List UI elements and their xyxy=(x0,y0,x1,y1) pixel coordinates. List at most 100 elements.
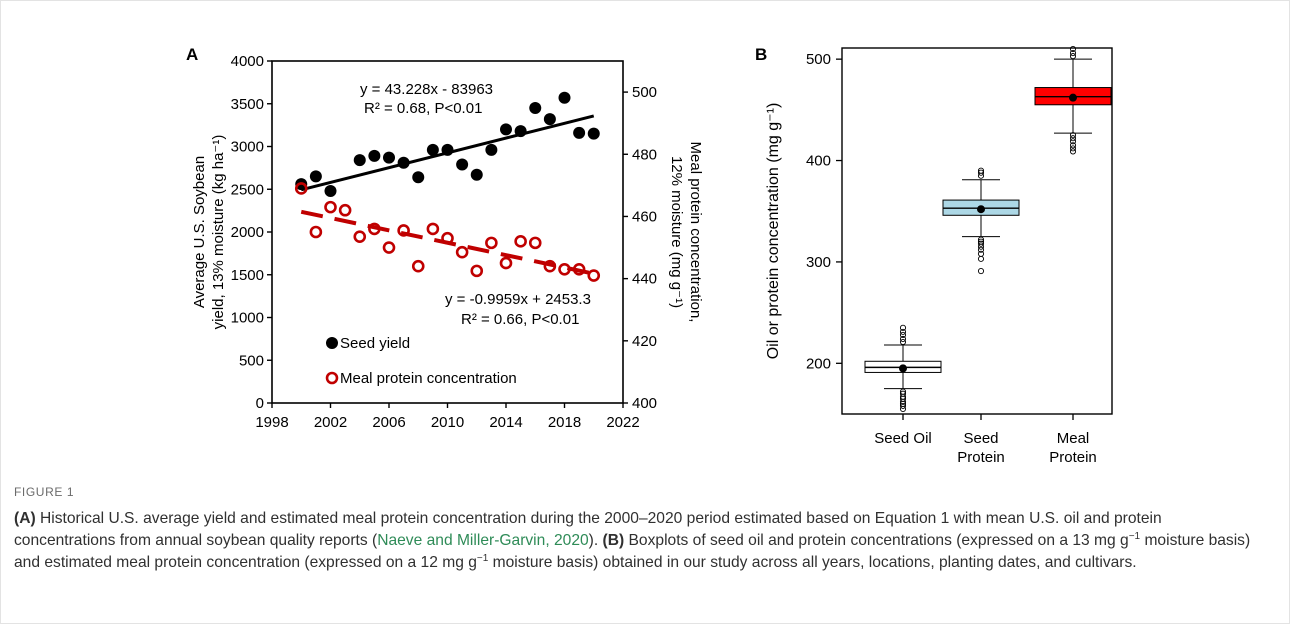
x-tick-label-line: Protein xyxy=(957,449,1005,466)
meal-protein-point xyxy=(397,224,410,237)
meal-protein-point xyxy=(368,222,381,236)
legend-seed-yield-marker xyxy=(326,337,338,349)
box-outlier xyxy=(899,331,907,338)
y-right-tick-label: 460 xyxy=(632,208,657,225)
y-left-tick-label: 0 xyxy=(256,395,264,412)
legend-meal-protein-label: Meal protein concentration xyxy=(340,370,517,387)
y-left-tick-label: 500 xyxy=(239,352,264,369)
box-outlier xyxy=(977,236,985,243)
seed-yield-point xyxy=(573,126,586,139)
meal-protein-point xyxy=(294,182,308,195)
x-tick-label: Seed Protein xyxy=(957,430,1005,466)
seed-yield-stats: R² = 0.68, P<0.01 xyxy=(364,100,482,117)
x-tick-label: Seed Oil xyxy=(874,430,932,447)
caption-b-text-3: moisture basis) obtained in our study ac… xyxy=(488,554,1137,571)
caption-b-text-2: moisture basis) and estimated meal prote… xyxy=(14,532,1251,571)
plot-frame-b xyxy=(841,47,1113,415)
box-outlier xyxy=(977,267,985,275)
caption-a-end: ). xyxy=(588,532,603,549)
citation-link[interactable]: Naeve and Miller-Garvin, 2020 xyxy=(377,532,589,549)
seed-yield-point xyxy=(456,158,469,171)
meal-protein-point xyxy=(338,203,352,217)
seed-yield-point xyxy=(441,143,454,156)
box-outlier xyxy=(899,324,907,331)
meal-protein-point xyxy=(558,263,571,276)
x-tick-label: 2010 xyxy=(431,414,464,431)
y-tick-label: 300 xyxy=(806,254,831,271)
seed-yield-point xyxy=(543,113,556,126)
y-left-tick-label: 2500 xyxy=(231,181,264,198)
x-tick-label-line: Meal xyxy=(1057,430,1090,447)
box-outlier xyxy=(1069,138,1077,145)
y-left-tick-label: 4000 xyxy=(231,53,264,70)
box-outlier xyxy=(899,390,907,397)
x-tick-label: 2014 xyxy=(489,414,522,431)
box-outlier xyxy=(1069,132,1077,139)
box-outlier xyxy=(1069,148,1077,155)
seed-yield-point xyxy=(412,171,425,184)
y-left-tick-label: 1500 xyxy=(231,267,264,284)
box-outlier xyxy=(1069,135,1077,142)
seed-yield-point xyxy=(324,184,337,197)
meal-protein-point xyxy=(543,259,557,273)
figure-caption: (A) Historical U.S. average yield and es… xyxy=(14,508,1264,574)
box-outlier xyxy=(899,338,907,346)
seed-yield-point xyxy=(500,123,512,136)
seed-yield-point xyxy=(353,154,366,167)
x-tick-label: Meal Protein xyxy=(1049,430,1097,466)
seed-yield-point xyxy=(426,143,439,156)
meal-protein-point xyxy=(455,245,469,259)
y-right-tick-label: 420 xyxy=(632,333,657,350)
meal-protein-point xyxy=(411,259,425,273)
box-outlier xyxy=(1069,53,1077,60)
y-right-tick-label: 480 xyxy=(632,146,657,163)
seed-yield-point xyxy=(558,91,571,104)
seed-yield-point xyxy=(514,125,527,138)
seed-yield-point xyxy=(485,143,498,156)
y-axis-title: Oil or protein concentration (mg g⁻¹) xyxy=(765,103,782,360)
box-outlier xyxy=(1069,142,1077,149)
seed-yield-point xyxy=(397,156,410,169)
caption-b-sup-2: −1 xyxy=(476,552,489,564)
seed-yield-point xyxy=(383,151,395,164)
meal-protein-point xyxy=(309,225,323,239)
meal-protein-stats: R² = 0.66, P<0.01 xyxy=(461,311,579,328)
seed-yield-point xyxy=(368,149,381,162)
meal-protein-point xyxy=(572,263,586,276)
box-outlier xyxy=(977,255,985,262)
box-outlier xyxy=(977,238,985,245)
box-outlier xyxy=(899,328,907,335)
y-left-axis-title-line: Average U.S. Soybean xyxy=(191,156,208,308)
y-tick-label: 500 xyxy=(806,51,831,68)
box-mean-point xyxy=(977,205,985,214)
y-left-axis-title: Average U.S. Soybean yield, 13% moisture … xyxy=(191,135,227,330)
meal-protein-point xyxy=(528,236,542,250)
meal-protein-point xyxy=(324,200,337,214)
panel-a: A 1998 2002 2006 2010 2014 2018 2022 0 500 1000 150… xyxy=(186,45,704,431)
x-tick-label: 2018 xyxy=(548,414,581,431)
x-tick-label: 2002 xyxy=(314,414,347,431)
figure-label: FIGURE 1 xyxy=(14,485,75,499)
box-outlier xyxy=(977,240,985,247)
meal-protein-point xyxy=(382,241,396,254)
box-outlier xyxy=(1069,50,1077,57)
box-outlier xyxy=(899,402,907,409)
box-outlier xyxy=(977,167,985,174)
meal-protein-point xyxy=(353,230,367,243)
x-tick-label: 2006 xyxy=(372,414,405,431)
y-right-axis-title-line: 12% moisture (mg g⁻¹) xyxy=(668,156,685,308)
x-tick-label-line: Seed Oil xyxy=(874,430,932,447)
x-tick-label-line: Protein xyxy=(1049,449,1097,466)
panel-b-label: B xyxy=(755,45,767,64)
panel-a-label: A xyxy=(186,45,198,64)
y-left-tick-label: 3000 xyxy=(231,139,264,156)
box-outlier xyxy=(977,169,985,176)
y-tick-label: 200 xyxy=(806,355,831,372)
y-right-tick-label: 440 xyxy=(632,271,657,288)
box-outlier xyxy=(899,335,907,343)
legend-seed-yield-label: Seed yield xyxy=(340,335,410,352)
y-left-tick-label: 1000 xyxy=(231,310,264,327)
seed-yield-equation: y = 43.228x - 83963 xyxy=(360,81,493,98)
y-left-tick-label: 3500 xyxy=(231,96,264,113)
